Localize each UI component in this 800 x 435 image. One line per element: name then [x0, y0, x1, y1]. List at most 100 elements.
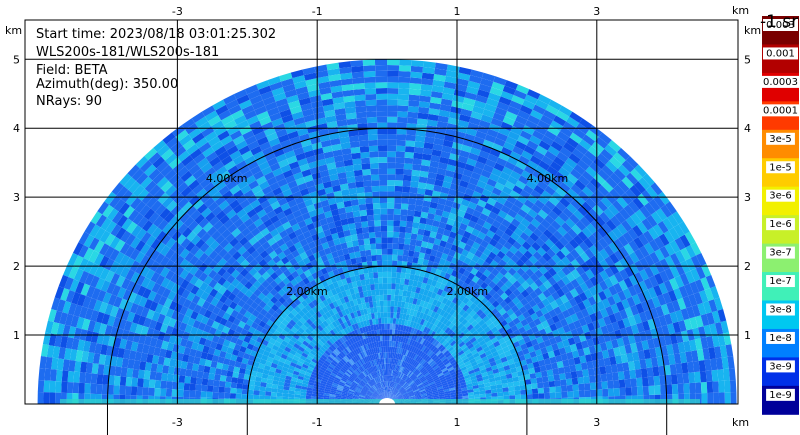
field-cell	[295, 381, 303, 387]
field-cell	[482, 359, 490, 366]
field-cell	[444, 199, 454, 208]
field-cell	[437, 361, 444, 367]
field-cell	[370, 373, 375, 379]
field-cell	[250, 199, 261, 209]
field-cell	[368, 232, 376, 239]
field-cell	[249, 375, 257, 382]
field-cell	[567, 391, 574, 398]
field-cell	[403, 396, 410, 400]
field-cell	[409, 381, 415, 387]
field-cell	[480, 322, 489, 330]
field-cell	[648, 239, 660, 252]
field-cell	[388, 375, 391, 382]
field-cell	[554, 335, 563, 344]
field-cell	[547, 276, 557, 286]
field-cell	[540, 306, 549, 315]
field-cell	[659, 258, 670, 271]
field-cell	[615, 301, 625, 312]
field-cell	[382, 335, 385, 341]
field-cell	[508, 386, 515, 392]
field-cell	[389, 393, 392, 399]
field-cell	[93, 299, 103, 312]
field-cell	[389, 393, 393, 399]
field-cell	[577, 348, 585, 357]
field-cell	[599, 248, 610, 260]
field-cell	[382, 271, 388, 278]
field-cell	[579, 282, 589, 292]
field-cell	[562, 177, 575, 189]
field-cell	[645, 358, 653, 369]
field-cell	[390, 289, 396, 296]
field-cell	[392, 382, 396, 388]
field-cell	[345, 259, 352, 266]
field-cell	[350, 257, 357, 265]
field-cell	[265, 391, 272, 396]
field-cell	[381, 364, 384, 370]
field-cell	[492, 368, 500, 374]
field-cell	[126, 280, 136, 292]
field-cell	[352, 396, 359, 400]
field-cell	[426, 391, 433, 395]
field-cell	[412, 386, 418, 391]
field-cell	[353, 392, 360, 396]
field-cell	[362, 357, 367, 364]
field-cell	[480, 226, 490, 235]
field-cell	[370, 162, 379, 170]
field-cell	[318, 387, 325, 391]
field-cell	[631, 386, 638, 396]
field-cell	[441, 324, 449, 332]
field-cell	[378, 395, 384, 401]
field-cell	[248, 338, 257, 346]
field-cell	[374, 377, 378, 384]
field-cell	[327, 378, 334, 383]
field-cell	[261, 354, 269, 361]
field-cell	[370, 168, 379, 175]
field-cell	[421, 159, 431, 167]
field-cell	[339, 183, 349, 191]
field-cell	[366, 392, 372, 396]
field-cell	[467, 343, 475, 350]
field-cell	[589, 312, 598, 323]
field-cell	[248, 276, 258, 285]
field-cell	[343, 95, 355, 103]
field-cell	[202, 222, 214, 233]
field-cell	[411, 340, 416, 347]
field-cell	[195, 384, 202, 392]
field-cell	[426, 349, 433, 356]
field-cell	[462, 169, 473, 178]
field-cell	[193, 153, 206, 165]
field-cell	[597, 334, 606, 344]
field-cell	[302, 243, 311, 252]
field-cell	[395, 162, 405, 170]
field-cell	[307, 254, 316, 262]
field-cell	[318, 164, 328, 173]
field-cell	[509, 395, 516, 400]
field-cell	[190, 310, 199, 320]
field-cell	[411, 315, 416, 323]
field-cell	[250, 227, 261, 237]
field-cell	[366, 382, 372, 388]
field-cell	[321, 306, 329, 314]
field-cell	[333, 380, 340, 385]
field-cell	[368, 301, 374, 308]
field-cell	[69, 349, 78, 361]
field-cell	[460, 384, 467, 389]
field-cell	[247, 222, 257, 232]
field-cell	[338, 370, 345, 376]
field-cell	[627, 334, 636, 345]
field-cell	[325, 252, 334, 261]
field-cell	[165, 270, 175, 281]
field-cell	[575, 255, 586, 266]
field-cell	[401, 348, 406, 355]
field-cell	[613, 184, 626, 197]
field-cell	[259, 141, 271, 151]
field-cell	[276, 326, 284, 334]
field-cell	[338, 330, 344, 338]
field-cell	[408, 351, 413, 358]
field-cell	[388, 392, 390, 399]
field-cell	[510, 170, 522, 181]
field-cell	[206, 226, 218, 237]
field-cell	[163, 211, 175, 224]
field-cell	[371, 342, 375, 349]
field-cell	[496, 388, 503, 393]
